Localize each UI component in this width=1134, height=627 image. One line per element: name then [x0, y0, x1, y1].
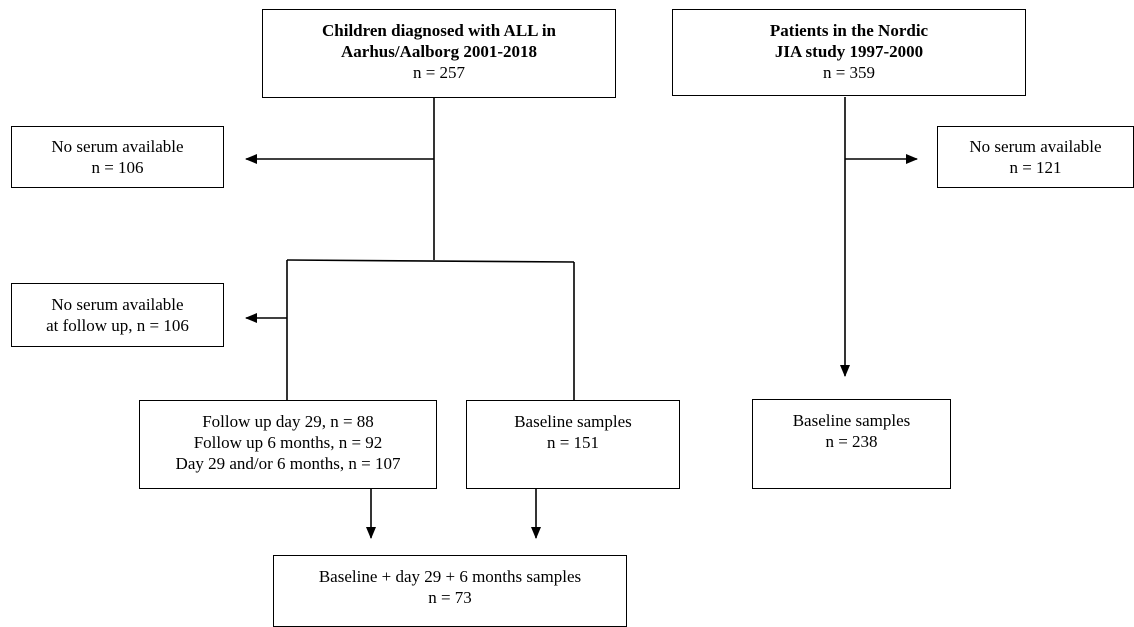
combined-samples-count: n = 73	[428, 588, 472, 607]
all-cohort-count: n = 257	[412, 63, 466, 82]
followup-samples-box: Follow up day 29, n = 88 Follow up 6 mon…	[139, 400, 437, 489]
jia-cohort-title-line2: JIA study 1997-2000	[774, 42, 924, 61]
followup-excluded-box: No serum available at follow up, n = 106	[11, 283, 224, 347]
jia-excluded-count: n = 121	[1009, 158, 1062, 177]
jia-cohort-box: Patients in the Nordic JIA study 1997-20…	[672, 9, 1026, 96]
followup-excluded-label: No serum available	[51, 295, 184, 314]
all-baseline-count: n = 151	[546, 433, 600, 452]
all-cohort-title-line1: Children diagnosed with ALL in	[322, 21, 556, 40]
combined-samples-label: Baseline + day 29 + 6 months samples	[318, 567, 582, 586]
jia-excluded-box: No serum available n = 121	[937, 126, 1134, 188]
all-baseline-box: Baseline samples n = 151	[466, 400, 680, 489]
all-cohort-title-line2: Aarhus/Aalborg 2001-2018	[341, 42, 537, 61]
split-horizontal-line	[286, 259, 575, 263]
followup-either: Day 29 and/or 6 months, n = 107	[175, 454, 401, 473]
all-cohort-box: Children diagnosed with ALL in Aarhus/Aa…	[262, 9, 616, 98]
jia-cohort-count: n = 359	[822, 63, 876, 82]
followup-day29: Follow up day 29, n = 88	[202, 412, 374, 431]
all-baseline-label: Baseline samples	[514, 412, 632, 431]
jia-baseline-box: Baseline samples n = 238	[752, 399, 951, 489]
jia-excluded-label: No serum available	[969, 137, 1102, 156]
followup-6months: Follow up 6 months, n = 92	[193, 433, 383, 452]
all-excluded-count: n = 106	[91, 158, 144, 177]
jia-baseline-label: Baseline samples	[792, 411, 911, 430]
jia-cohort-title-line1: Patients in the Nordic	[769, 21, 929, 40]
all-excluded-label: No serum available	[51, 137, 184, 156]
combined-samples-box: Baseline + day 29 + 6 months samples n =…	[273, 555, 627, 627]
followup-excluded-count: at follow up, n = 106	[46, 316, 189, 335]
jia-baseline-count: n = 238	[825, 432, 878, 451]
all-excluded-box: No serum available n = 106	[11, 126, 224, 188]
